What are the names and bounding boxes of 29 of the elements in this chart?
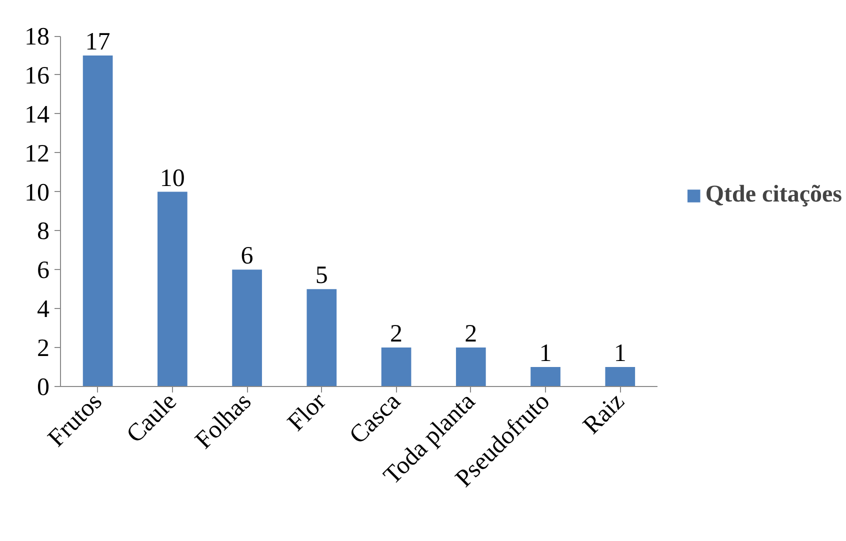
bar xyxy=(381,348,412,386)
y-tick-label: 16 xyxy=(24,62,50,90)
y-tick-label: 18 xyxy=(24,24,50,51)
legend-label: Qtde citações xyxy=(705,182,842,208)
bar xyxy=(306,289,337,386)
y-tick-label: 0 xyxy=(37,374,50,401)
y-tick-label: 8 xyxy=(37,218,50,246)
bar xyxy=(530,367,560,386)
bar xyxy=(605,367,636,386)
y-tick-label: 14 xyxy=(24,101,50,128)
data-label: 2 xyxy=(464,320,478,348)
bar xyxy=(82,56,113,386)
data-label: 10 xyxy=(160,164,185,192)
data-label: 17 xyxy=(85,28,110,56)
data-label: 2 xyxy=(390,320,403,348)
y-tick-label: 2 xyxy=(37,335,50,362)
y-tick-label: 12 xyxy=(24,140,50,168)
y-tick-label: 10 xyxy=(24,179,50,206)
data-label: 5 xyxy=(315,262,328,290)
bar xyxy=(456,348,486,386)
data-label: 1 xyxy=(539,340,552,368)
bar xyxy=(158,192,188,386)
y-tick-label: 6 xyxy=(37,257,50,284)
data-label: 6 xyxy=(240,242,254,270)
x-tick-label: Raiz xyxy=(578,388,630,440)
y-tick-label: 4 xyxy=(37,296,50,324)
bar xyxy=(232,270,262,386)
x-tick-label: Flor xyxy=(282,387,332,437)
data-label: 1 xyxy=(614,340,626,368)
